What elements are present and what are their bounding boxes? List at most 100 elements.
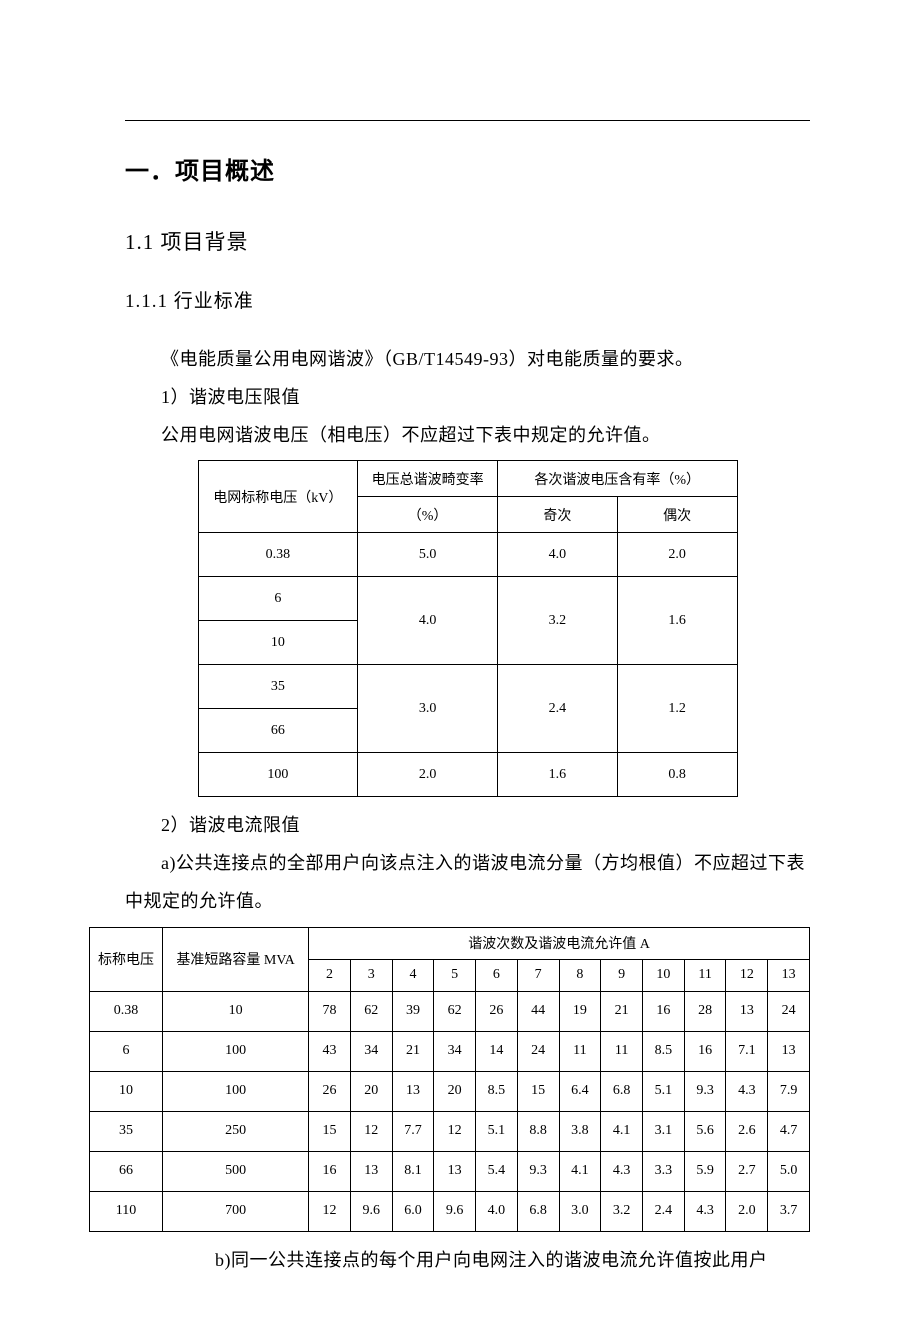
t2-h-group: 谐波次数及谐波电流允许值 A [309, 927, 810, 959]
t2-r1-d10: 7.1 [726, 1031, 768, 1071]
t2-r3-d10: 2.6 [726, 1111, 768, 1151]
t1-r1-odd: 3.2 [497, 577, 617, 665]
t2-r4-d1: 13 [350, 1151, 392, 1191]
heading-2: 1.1 项目背景 [125, 226, 810, 256]
t2-r5-d7: 3.2 [601, 1191, 643, 1231]
t2-r0-d6: 19 [559, 991, 601, 1031]
t2-r3-v: 35 [90, 1111, 163, 1151]
t2-r1-d1: 34 [350, 1031, 392, 1071]
t2-r2-d6: 6.4 [559, 1071, 601, 1111]
t2-r1-d6: 11 [559, 1031, 601, 1071]
t2-r4-c: 500 [163, 1151, 309, 1191]
t2-r5-d11: 3.7 [768, 1191, 810, 1231]
t1-r3-thd: 3.0 [358, 665, 498, 753]
para-desc-3: b)同一公共连接点的每个用户向电网注入的谐波电流允许值按此用户 [125, 1242, 810, 1280]
t2-r0-d4: 26 [476, 991, 518, 1031]
para-intro: 《电能质量公用电网谐波》（GB/T14549-93）对电能质量的要求。 [125, 341, 810, 379]
t1-r4-v: 66 [198, 709, 358, 753]
t2-r0-d9: 28 [684, 991, 726, 1031]
t2-r0-d7: 21 [601, 991, 643, 1031]
t2-r5-d0: 12 [309, 1191, 351, 1231]
t1-h-col3-even: 偶次 [617, 497, 737, 533]
t1-r5-even: 0.8 [617, 753, 737, 797]
t2-h-num-13: 13 [768, 959, 810, 991]
t2-r0-d10: 13 [726, 991, 768, 1031]
t2-r1-c: 100 [163, 1031, 309, 1071]
header-rule [125, 120, 810, 121]
t1-r0-thd: 5.0 [358, 533, 498, 577]
t1-h-col1: 电网标称电压（kV） [198, 461, 358, 533]
current-limit-table: 标称电压 基准短路容量 MVA 谐波次数及谐波电流允许值 A 234567891… [89, 927, 810, 1232]
t2-r3-d9: 5.6 [684, 1111, 726, 1151]
t2-h-col1: 标称电压 [90, 927, 163, 991]
t2-r4-d4: 5.4 [476, 1151, 518, 1191]
t2-r5-d9: 4.3 [684, 1191, 726, 1231]
t2-h-num-12: 12 [726, 959, 768, 991]
t2-r3-d5: 8.8 [517, 1111, 559, 1151]
t2-r2-v: 10 [90, 1071, 163, 1111]
t1-h-col2-bot: （%） [358, 497, 498, 533]
t2-r1-d9: 16 [684, 1031, 726, 1071]
t2-r2-d0: 26 [309, 1071, 351, 1111]
t2-h-num-5: 5 [434, 959, 476, 991]
t2-r1-d5: 24 [517, 1031, 559, 1071]
heading-1: 一．项目概述 [125, 151, 810, 186]
t2-r3-d3: 12 [434, 1111, 476, 1151]
t2-r3-d0: 15 [309, 1111, 351, 1151]
para-desc-1: 公用电网谐波电压（相电压）不应超过下表中规定的允许值。 [125, 417, 810, 455]
t2-r2-d4: 8.5 [476, 1071, 518, 1111]
t2-r2-d5: 15 [517, 1071, 559, 1111]
t2-h-num-9: 9 [601, 959, 643, 991]
t2-r4-d10: 2.7 [726, 1151, 768, 1191]
voltage-limit-table: 电网标称电压（kV） 电压总谐波畸变率 各次谐波电压含有率（%） （%） 奇次 … [198, 460, 738, 797]
t1-r5-v: 100 [198, 753, 358, 797]
t2-r1-d3: 34 [434, 1031, 476, 1071]
t2-r4-d3: 13 [434, 1151, 476, 1191]
t2-h-num-2: 2 [309, 959, 351, 991]
t2-r5-d6: 3.0 [559, 1191, 601, 1231]
t2-r4-v: 66 [90, 1151, 163, 1191]
t1-r5-thd: 2.0 [358, 753, 498, 797]
t2-h-num-6: 6 [476, 959, 518, 991]
t2-r3-d11: 4.7 [768, 1111, 810, 1151]
t2-r3-d2: 7.7 [392, 1111, 434, 1151]
t2-r4-d9: 5.9 [684, 1151, 726, 1191]
t2-h-num-8: 8 [559, 959, 601, 991]
t2-r0-d0: 78 [309, 991, 351, 1031]
t2-r2-d9: 9.3 [684, 1071, 726, 1111]
t2-r4-d2: 8.1 [392, 1151, 434, 1191]
t2-r5-d1: 9.6 [350, 1191, 392, 1231]
t1-h-col3-odd: 奇次 [497, 497, 617, 533]
t2-r1-d2: 21 [392, 1031, 434, 1071]
t2-r2-d3: 20 [434, 1071, 476, 1111]
t1-r5-odd: 1.6 [497, 753, 617, 797]
t1-r1-thd: 4.0 [358, 577, 498, 665]
t2-r5-d3: 9.6 [434, 1191, 476, 1231]
t2-r5-d10: 2.0 [726, 1191, 768, 1231]
para-item-2: 2）谐波电流限值 [125, 807, 810, 845]
t2-r4-d5: 9.3 [517, 1151, 559, 1191]
t1-r2-v: 10 [198, 621, 358, 665]
t2-r0-d8: 16 [642, 991, 684, 1031]
t2-r0-d3: 62 [434, 991, 476, 1031]
t2-r2-d2: 13 [392, 1071, 434, 1111]
t2-r0-c: 10 [163, 991, 309, 1031]
t1-r3-even: 1.2 [617, 665, 737, 753]
t1-r3-odd: 2.4 [497, 665, 617, 753]
t2-r1-d4: 14 [476, 1031, 518, 1071]
t2-h-num-4: 4 [392, 959, 434, 991]
t2-r1-d8: 8.5 [642, 1031, 684, 1071]
t2-r4-d6: 4.1 [559, 1151, 601, 1191]
heading-3: 1.1.1 行业标准 [125, 286, 810, 313]
t2-r3-d1: 12 [350, 1111, 392, 1151]
t2-r3-d6: 3.8 [559, 1111, 601, 1151]
t2-r1-d7: 11 [601, 1031, 643, 1071]
t2-r0-d5: 44 [517, 991, 559, 1031]
t2-h-num-11: 11 [684, 959, 726, 991]
t1-r1-even: 1.6 [617, 577, 737, 665]
t2-r1-d11: 13 [768, 1031, 810, 1071]
t2-r0-v: 0.38 [90, 991, 163, 1031]
t2-r5-d2: 6.0 [392, 1191, 434, 1231]
t2-r4-d7: 4.3 [601, 1151, 643, 1191]
t2-r0-d11: 24 [768, 991, 810, 1031]
